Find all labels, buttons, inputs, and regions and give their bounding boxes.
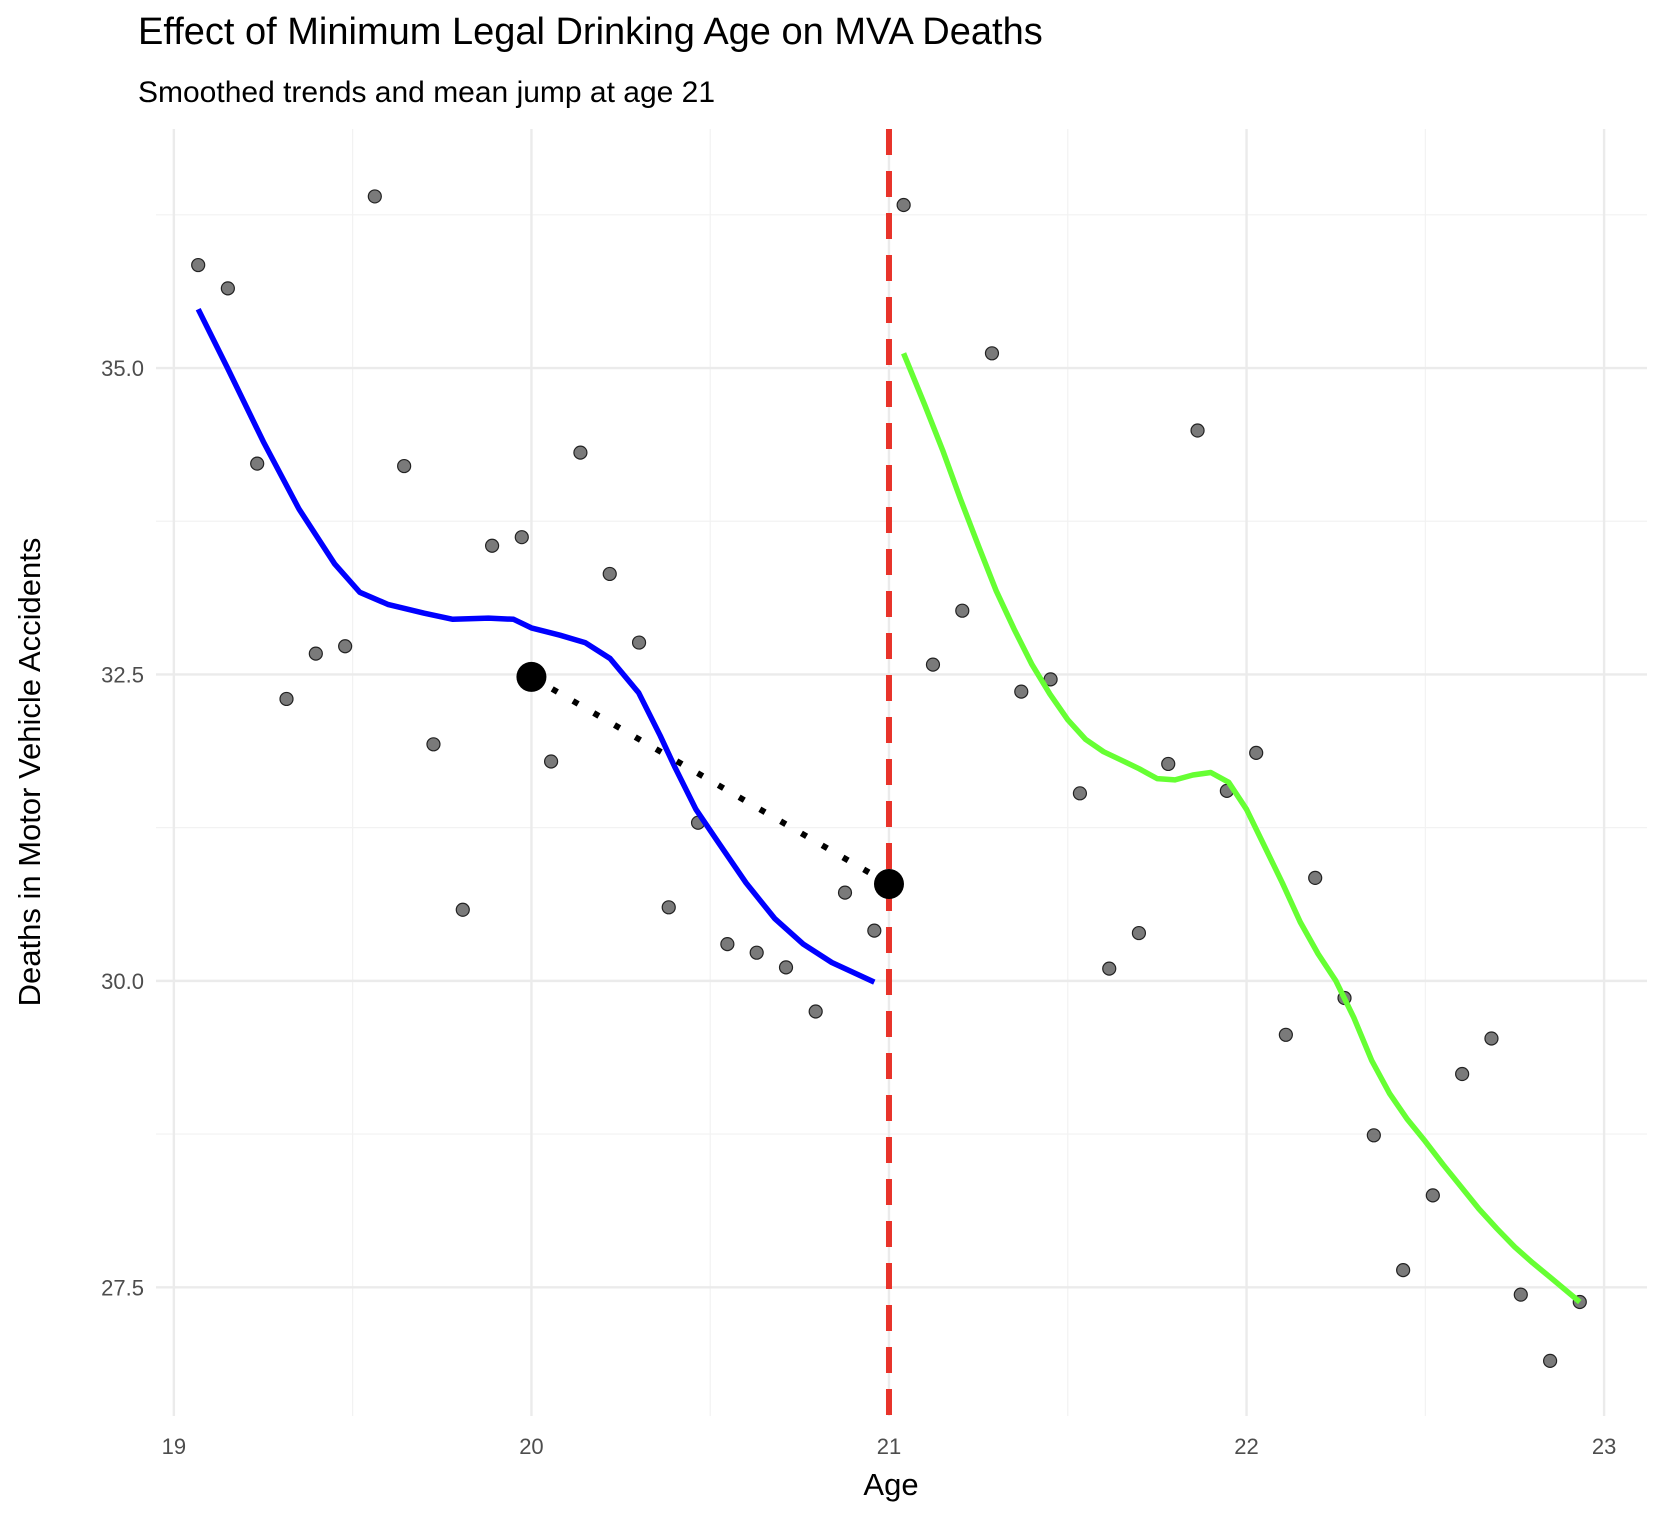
data-point <box>955 603 970 618</box>
x-tick-label: 23 <box>1592 1434 1616 1459</box>
scatter-points <box>191 189 1587 1368</box>
data-point <box>1425 1188 1440 1203</box>
data-point <box>1249 745 1264 760</box>
x-tick-label: 21 <box>877 1434 901 1459</box>
x-axis-title: Age <box>863 1467 918 1502</box>
data-point <box>250 456 265 471</box>
data-point <box>191 257 206 273</box>
left-smooth-line <box>195 307 876 985</box>
data-point <box>338 639 353 654</box>
data-point <box>896 197 911 213</box>
y-axis-title: Deaths in Motor Vehicle Accidents <box>12 538 47 1007</box>
data-point <box>808 1004 823 1019</box>
data-point <box>1161 756 1176 772</box>
grid-lines <box>156 129 1647 1416</box>
data-point <box>661 900 676 915</box>
y-tick-label: 32.5 <box>101 662 144 687</box>
data-point <box>397 458 412 474</box>
right-smooth-line <box>901 352 1582 1305</box>
data-point <box>279 691 294 707</box>
data-point <box>573 445 588 460</box>
data-point <box>220 281 235 296</box>
data-point <box>602 566 617 582</box>
mean-point <box>516 661 547 692</box>
x-tick-label: 22 <box>1234 1434 1258 1459</box>
data-point <box>1484 1031 1499 1046</box>
data-point <box>837 885 853 900</box>
data-point <box>308 646 323 661</box>
data-point <box>984 346 1000 361</box>
data-point <box>1308 870 1323 886</box>
data-point <box>543 754 559 769</box>
mean-point <box>873 869 904 900</box>
data-point <box>485 538 500 553</box>
x-tick-label: 19 <box>162 1434 186 1459</box>
data-point <box>720 936 735 952</box>
data-point <box>426 737 441 752</box>
data-point <box>514 530 529 545</box>
data-point <box>1131 925 1147 941</box>
data-point <box>1366 1128 1381 1143</box>
y-tick-label: 30.0 <box>101 969 144 994</box>
chart-subtitle: Smoothed trends and mean jump at age 21 <box>138 76 715 109</box>
mean-jump <box>516 661 904 900</box>
y-tick-label: 35.0 <box>101 356 144 381</box>
smoothed-trends <box>195 307 1582 1305</box>
data-point <box>749 945 764 960</box>
data-point <box>631 635 647 650</box>
data-point <box>1278 1027 1293 1042</box>
data-point <box>1102 961 1117 976</box>
x-tick-label: 20 <box>519 1434 543 1459</box>
data-point <box>367 189 382 204</box>
tick-labels: 19 20 21 22 23 27.5 30.0 32.5 35.0 <box>101 356 1616 1459</box>
data-point <box>1014 684 1029 699</box>
data-point <box>1543 1353 1558 1368</box>
y-tick-label: 27.5 <box>101 1275 144 1300</box>
data-point <box>1190 423 1205 438</box>
data-point <box>778 960 794 975</box>
data-point <box>1072 786 1088 801</box>
data-point <box>1513 1287 1528 1302</box>
data-point <box>867 923 882 938</box>
chart-title: Effect of Minimum Legal Drinking Age on … <box>138 11 1043 53</box>
data-point <box>455 902 470 917</box>
data-point <box>1396 1263 1411 1278</box>
data-point <box>1455 1066 1470 1082</box>
data-point <box>925 657 941 672</box>
